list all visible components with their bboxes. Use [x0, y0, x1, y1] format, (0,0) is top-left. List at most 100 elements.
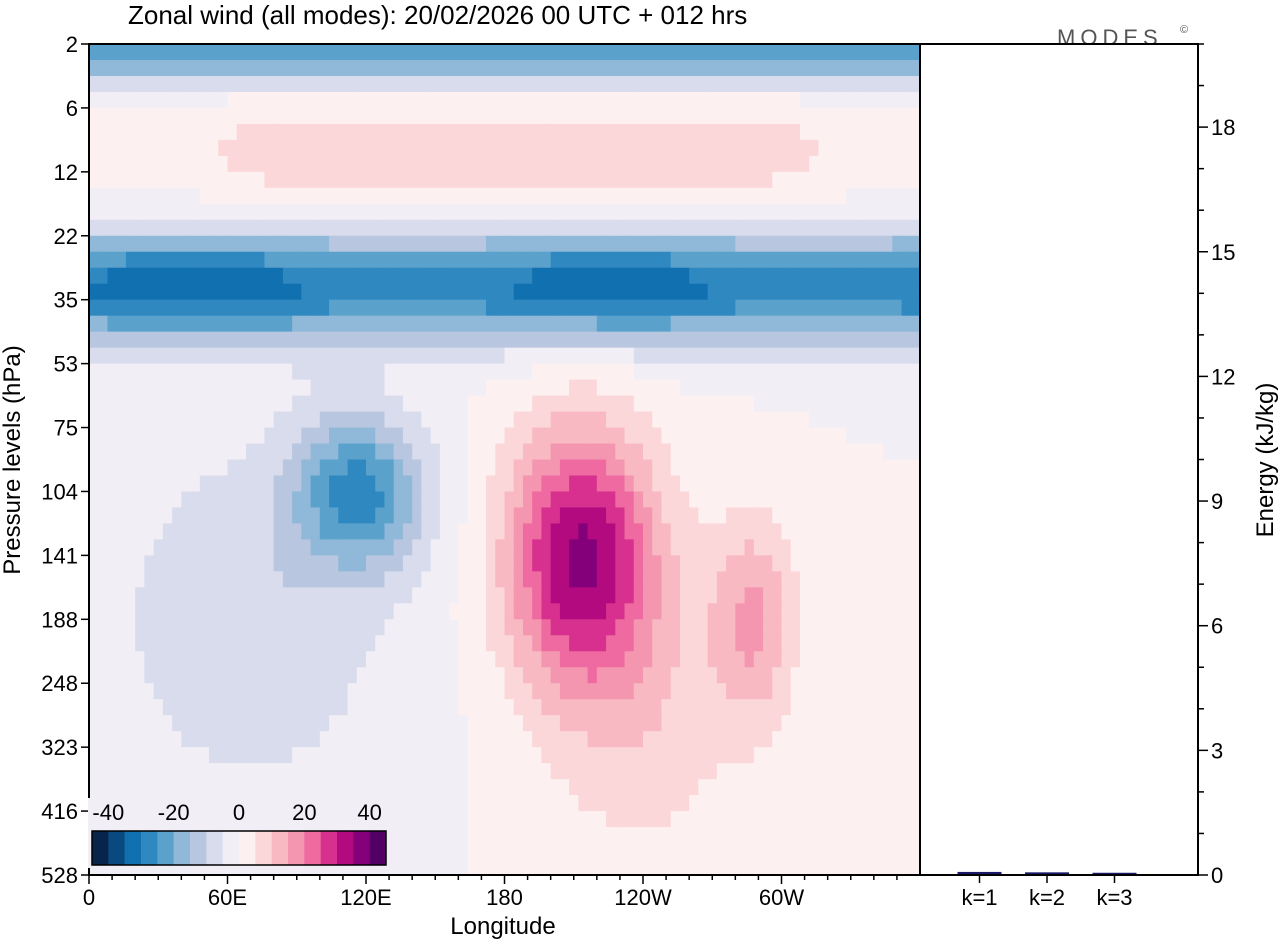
heatmap-cell	[227, 571, 238, 588]
x-tick-label: 0	[83, 885, 95, 910]
heatmap-cell	[245, 251, 256, 269]
heatmap-cell	[135, 155, 145, 173]
heatmap-cell	[467, 299, 478, 317]
heatmap-cell	[716, 379, 727, 397]
heatmap-cell	[587, 379, 598, 397]
heatmap-cell	[356, 91, 367, 109]
heatmap-cell	[245, 747, 256, 764]
heatmap-cell	[236, 747, 247, 764]
heatmap-cell	[643, 779, 653, 796]
heatmap-cell	[836, 299, 847, 317]
heatmap-cell	[559, 411, 570, 429]
heatmap-cell	[264, 139, 275, 157]
heatmap-cell	[310, 299, 321, 317]
heatmap-cell	[901, 75, 912, 93]
heatmap-cell	[753, 603, 764, 620]
heatmap-cell	[292, 44, 302, 61]
heatmap-cell	[559, 443, 570, 461]
heatmap-cell	[467, 347, 478, 365]
heatmap-cell	[107, 187, 118, 205]
heatmap-cell	[218, 699, 229, 716]
heatmap-cell	[606, 811, 616, 828]
heatmap-cell	[698, 315, 709, 333]
heatmap-cell	[209, 251, 219, 269]
heatmap-cell	[698, 827, 709, 844]
heatmap-cell	[218, 331, 229, 349]
heatmap-cell	[310, 731, 321, 748]
heatmap-cell	[412, 379, 422, 397]
heatmap-cell	[735, 283, 746, 301]
heatmap-cell	[735, 491, 746, 509]
heatmap-cell	[772, 443, 783, 461]
heatmap-cell	[670, 731, 681, 748]
heatmap-cell	[310, 139, 321, 157]
heatmap-cell	[292, 187, 302, 205]
heatmap-cell	[273, 507, 284, 525]
colorbar-swatch	[206, 831, 223, 865]
heatmap-cell	[763, 427, 773, 445]
heatmap-cell	[125, 667, 136, 684]
heatmap-cell	[707, 203, 718, 221]
heatmap-cell	[864, 491, 875, 509]
heatmap-cell	[449, 443, 459, 461]
heatmap-cell	[735, 827, 746, 844]
heatmap-cell	[144, 459, 155, 477]
heatmap-cell	[559, 315, 570, 333]
heatmap-cell	[522, 555, 533, 572]
heatmap-cell	[190, 395, 201, 413]
heatmap-cell	[689, 203, 699, 221]
heatmap-cell	[569, 91, 579, 109]
heatmap-cell	[790, 331, 801, 349]
heatmap-cell	[892, 347, 903, 365]
heatmap-cell	[522, 59, 533, 77]
heatmap-cell	[679, 507, 690, 525]
heatmap-cell	[458, 107, 469, 125]
heatmap-cell	[910, 123, 921, 141]
heatmap-cell	[513, 539, 524, 556]
heatmap-cell	[402, 139, 413, 157]
heatmap-cell	[846, 379, 856, 397]
heatmap-cell	[689, 571, 699, 588]
heatmap-cell	[606, 715, 616, 732]
heatmap-cell	[486, 123, 496, 141]
heatmap-cell	[449, 219, 459, 237]
heatmap-cell	[181, 347, 192, 365]
heatmap-cell	[883, 619, 893, 636]
heatmap-cell	[726, 603, 736, 620]
heatmap-cell	[827, 171, 838, 189]
heatmap-cell	[227, 507, 238, 525]
heatmap-cell	[347, 651, 358, 668]
heatmap-cell	[209, 379, 219, 397]
heatmap-cell	[264, 747, 275, 764]
heatmap-cell	[809, 379, 820, 397]
heatmap-cell	[116, 699, 127, 716]
heatmap-cell	[578, 747, 589, 764]
heatmap-cell	[439, 315, 450, 333]
heatmap-cell	[707, 443, 718, 461]
heatmap-cell	[883, 683, 893, 700]
heatmap-cell	[190, 59, 201, 77]
heatmap-cell	[245, 699, 256, 716]
heatmap-cell	[227, 187, 238, 205]
heatmap-cell	[522, 91, 533, 109]
heatmap-cell	[439, 747, 450, 764]
heatmap-cell	[753, 651, 764, 668]
heatmap-cell	[615, 491, 626, 509]
heatmap-cell	[883, 651, 893, 668]
heatmap-cell	[670, 283, 681, 301]
heatmap-cell	[162, 459, 173, 477]
heatmap-cell	[421, 187, 432, 205]
heatmap-cell	[513, 203, 524, 221]
heatmap-cell	[162, 155, 173, 173]
heatmap-cell	[827, 155, 838, 173]
heatmap-cell	[910, 651, 921, 668]
heatmap-cell	[245, 491, 256, 509]
heatmap-cell	[550, 299, 561, 317]
heatmap-cell	[467, 59, 478, 77]
heatmap-cell	[892, 651, 903, 668]
heatmap-cell	[144, 699, 155, 716]
heatmap-cell	[486, 44, 496, 61]
heatmap-cell	[347, 779, 358, 796]
heatmap-cell	[550, 571, 561, 588]
heatmap-cell	[892, 715, 903, 732]
